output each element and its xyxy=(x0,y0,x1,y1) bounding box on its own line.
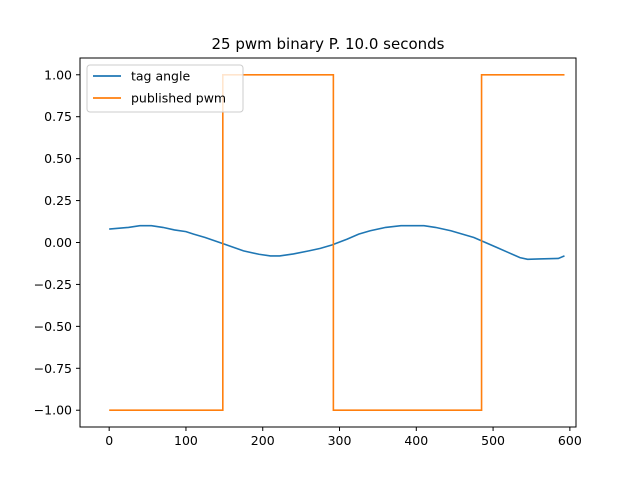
series-layer xyxy=(109,73,565,412)
legend-label-tag-angle: tag angle xyxy=(131,69,190,84)
legend: tag angle published pwm xyxy=(86,64,244,113)
y-tick-label: 0.25 xyxy=(44,193,72,208)
y-axis: −1.00 −0.75 −0.50 −0.25 0.00 0.25 0.50 0.75 1.00 xyxy=(34,67,80,418)
legend-box xyxy=(86,64,244,113)
x-axis: 0 100 200 300 400 500 600 xyxy=(105,427,582,448)
y-tick-label: 0.50 xyxy=(44,151,72,166)
y-tick-label: 0.00 xyxy=(44,235,72,250)
y-tick-label: −0.50 xyxy=(34,319,72,334)
x-tick-label: 200 xyxy=(251,433,275,448)
x-tick-label: 100 xyxy=(174,433,198,448)
chart-title: 25 pwm binary P. 10.0 seconds xyxy=(212,35,445,53)
x-tick-label: 400 xyxy=(404,433,428,448)
y-tick-label: 1.00 xyxy=(44,67,72,82)
series-line-tag-angle xyxy=(109,224,565,261)
x-tick-label: 600 xyxy=(558,433,582,448)
x-tick-label: 0 xyxy=(105,433,113,448)
series-line-published-pwm xyxy=(109,73,565,412)
y-tick-label: −0.25 xyxy=(34,277,72,292)
x-tick-label: 300 xyxy=(328,433,352,448)
y-tick-label: 0.75 xyxy=(44,109,72,124)
x-tick-label: 500 xyxy=(481,433,505,448)
legend-label-published-pwm: published pwm xyxy=(131,91,226,106)
y-tick-label: −1.00 xyxy=(34,403,72,418)
y-tick-label: −0.75 xyxy=(34,361,72,376)
